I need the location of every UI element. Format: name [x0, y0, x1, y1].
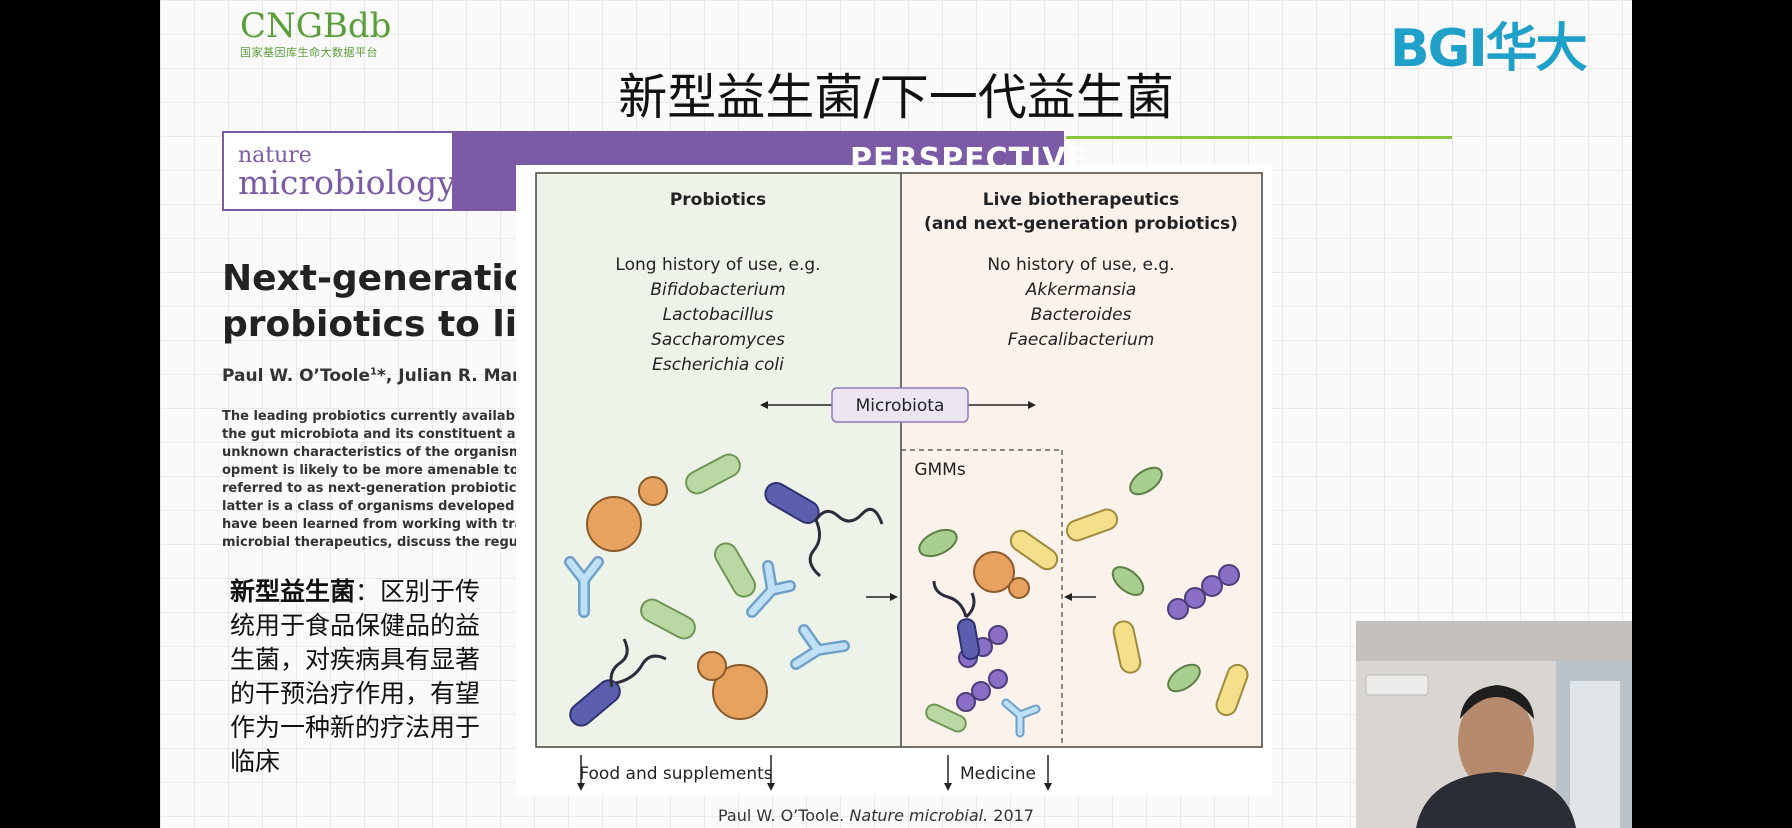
example-bacteroides: Bacteroides: [1031, 305, 1132, 325]
medicine-label: Medicine: [960, 764, 1036, 784]
example-faecalibacterium: Faecalibacterium: [1008, 330, 1155, 350]
right-heading-line2: (and next-generation probiotics): [924, 214, 1238, 234]
article-authors: Paul W. O’Toole1*, Julian R. Marche: [222, 366, 555, 386]
example-akkermansia: Akkermansia: [1025, 280, 1137, 300]
article-abstract: The leading probiotics currently availab…: [222, 409, 555, 550]
cngbdb-logo-subtitle: 国家基因库生命大数据平台: [240, 46, 378, 59]
food-arrowhead-right: [767, 783, 775, 791]
speaker-video-image: [1356, 621, 1632, 828]
speaker-video-thumbnail[interactable]: [1356, 621, 1632, 828]
journal-logo: nature microbiology: [222, 131, 456, 211]
microbiota-label-box: [831, 387, 969, 423]
left-heading: Probiotics: [670, 190, 766, 210]
medicine-arrowhead-right: [1044, 783, 1052, 791]
bgi-logo: BGI华大: [1390, 19, 1588, 79]
chinese-description: 新型益生菌：区别于传统用于食品保健品的益生菌，对疾病具有显著的干预治疗作用，有望…: [230, 577, 481, 776]
example-bifidobacterium: Bifidobacterium: [650, 280, 785, 300]
presentation-slide: CNGBdb 国家基因库生命大数据平台 BGI华大 新型益生菌/下一代益生菌 P…: [160, 0, 1632, 828]
gmms-label: GMMs: [914, 460, 966, 480]
medicine-arrowhead-left: [944, 783, 952, 791]
microbiota-right-arrowhead: [1028, 401, 1036, 409]
microbiota-left-arrowhead: [760, 401, 768, 409]
gmms-in-arrowhead-left: [890, 593, 898, 601]
right-heading-line1: Live biotherapeutics: [983, 190, 1179, 210]
cngbdb-logo: CNGBdb 国家基因库生命大数据平台: [240, 6, 392, 59]
left-microbes-illustration: [564, 453, 884, 727]
example-lactobacillus: Lactobacillus: [663, 305, 774, 325]
example-escherichia-coli: Escherichia coli: [652, 355, 784, 375]
right-microbes-illustration: [918, 466, 1249, 738]
right-history: No history of use, e.g.: [987, 255, 1174, 275]
food-arrowhead-left: [577, 783, 585, 791]
figure-citation: Paul W. O’Toole. Nature microbial. 2017: [718, 806, 1034, 825]
food-supplements-label: Food and supplements: [579, 764, 772, 784]
microbiota-label: Microbiota: [856, 396, 945, 416]
figure-canvas: Probiotics Live biotherapeutics (and nex…: [535, 172, 1263, 791]
figure-border: [535, 172, 1263, 748]
title-divider: [1066, 136, 1452, 139]
slide-title: 新型益生菌/下一代益生菌: [618, 69, 1174, 126]
probiotics-figure: Probiotics Live biotherapeutics (and nex…: [516, 165, 1272, 795]
gmms-in-arrowhead-right: [1064, 593, 1072, 601]
example-saccharomyces: Saccharomyces: [651, 330, 785, 350]
left-history: Long history of use, e.g.: [615, 255, 820, 275]
